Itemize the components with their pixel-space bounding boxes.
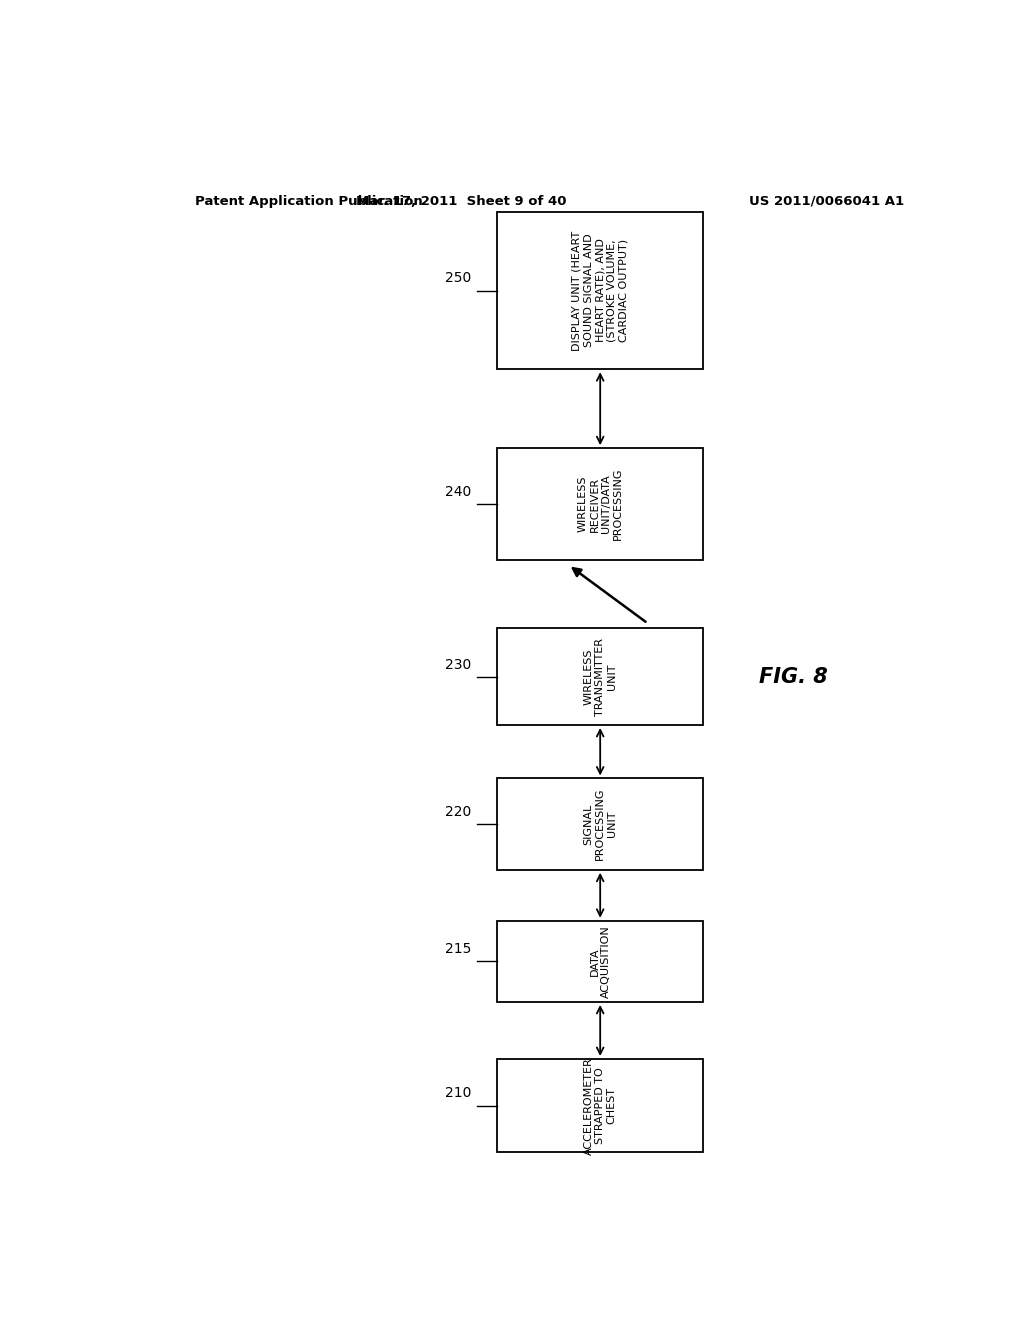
Bar	[497, 779, 703, 870]
Bar	[497, 1059, 703, 1152]
Text: ACCELEROMETER
STRAPPED TO
CHEST: ACCELEROMETER STRAPPED TO CHEST	[584, 1057, 616, 1155]
Text: WIRELESS
RECEIVER
UNIT/DATA
PROCESSING: WIRELESS RECEIVER UNIT/DATA PROCESSING	[578, 467, 623, 540]
Text: 220: 220	[445, 805, 472, 818]
Text: 210: 210	[445, 1086, 472, 1101]
Bar	[497, 447, 703, 560]
Text: US 2011/0066041 A1: US 2011/0066041 A1	[749, 194, 904, 207]
Bar	[497, 921, 703, 1002]
Text: FIG. 8: FIG. 8	[759, 667, 827, 686]
Text: 215: 215	[445, 942, 472, 956]
Text: SIGNAL
PROCESSING
UNIT: SIGNAL PROCESSING UNIT	[584, 788, 616, 861]
Text: 240: 240	[445, 484, 472, 499]
Text: WIRELESS
TRANSMITTER
UNIT: WIRELESS TRANSMITTER UNIT	[584, 638, 616, 715]
Text: 250: 250	[445, 272, 472, 285]
Text: DISPLAY UNIT (HEART
SOUND SIGNAL AND
HEART RATE), AND
(STROKE VOLUME,
CARDIAC OU: DISPLAY UNIT (HEART SOUND SIGNAL AND HEA…	[572, 231, 629, 351]
Bar	[497, 628, 703, 725]
Text: Mar. 17, 2011  Sheet 9 of 40: Mar. 17, 2011 Sheet 9 of 40	[356, 194, 566, 207]
Bar	[497, 211, 703, 370]
Text: 230: 230	[445, 657, 472, 672]
Text: Patent Application Publication: Patent Application Publication	[196, 194, 423, 207]
Text: DATA
ACQUISITION: DATA ACQUISITION	[590, 925, 611, 998]
